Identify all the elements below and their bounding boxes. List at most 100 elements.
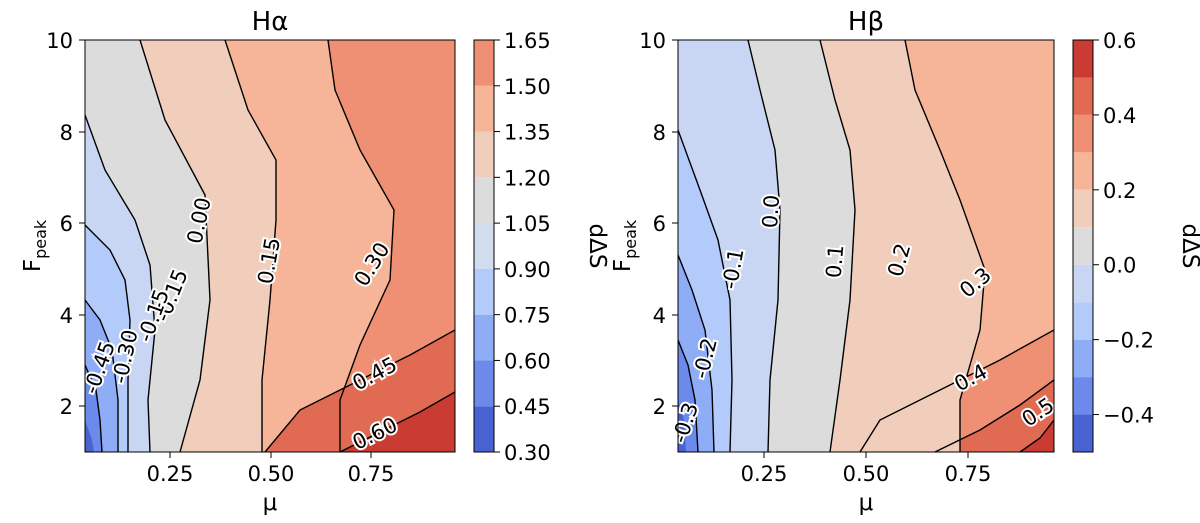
hbeta-colorbar-frame: [1072, 39, 1094, 453]
halpha-x-axis-label: μ: [263, 490, 278, 516]
hbeta-fill-0.0-0.1: [748, 40, 855, 452]
halpha-contour-line: [139, 40, 211, 452]
colorbar-band: [474, 406, 494, 452]
colorbar-band: [474, 268, 494, 315]
halpha-contour-line: [85, 299, 119, 452]
hbeta-y-axis-label-sub: peak: [621, 219, 640, 259]
colorbar-band: [1073, 152, 1093, 190]
hbeta-fill-0.4-0.5: [935, 380, 1054, 452]
colorbar-tick-label: 0.6: [1103, 29, 1136, 53]
colorbar-tick-label: 0.30: [504, 441, 551, 465]
panel-hbeta-y-axis: 10 8 6 4 2 Fpeak: [610, 29, 678, 419]
hbeta-contour-line: [1019, 419, 1054, 452]
hbeta-contour-label: 0.0: [758, 194, 784, 229]
halpha-colorbar-ticks: 0.30 0.45 0.60 0.75 0.90 1.05 1.20 1.35 1.50 1.65: [494, 29, 551, 465]
hbeta-contour-label: -0.1: [718, 247, 749, 292]
colorbar-band: [474, 40, 494, 86]
colorbar-tick-label: 0.2: [1103, 179, 1136, 203]
hbeta-fill-0.5-0.6: [1020, 420, 1054, 452]
colorbar-band: [1073, 264, 1093, 303]
halpha-x-tick-label: 0.75: [348, 462, 395, 486]
colorbar-tick-label: 1.35: [504, 121, 551, 145]
hbeta-contour-line: [747, 40, 781, 452]
halpha-contour-line: [85, 114, 156, 452]
colorbar-band: [1073, 114, 1093, 153]
halpha-colorbar-bands: [474, 40, 494, 452]
hbeta-y-axis-label: Fpeak: [610, 219, 640, 272]
hbeta-contour-label: 0.1: [822, 244, 849, 279]
hbeta-contour-line: [678, 129, 733, 452]
panel-halpha: Hα -0.45 -0.30: [20, 7, 610, 516]
halpha-contour-line: [264, 329, 455, 452]
hbeta-fill-0.1-0.2: [820, 40, 985, 452]
hbeta-y-tick-label: 6: [653, 212, 666, 236]
colorbar-tick-label: 1.65: [504, 29, 551, 53]
colorbar-band: [1073, 339, 1093, 378]
hbeta-colorbar-label: dΔS: [1177, 224, 1200, 269]
colorbar-tick-label: 0.4: [1103, 104, 1136, 128]
colorbar-band: [1073, 189, 1093, 228]
hbeta-y-tick-label: 10: [639, 29, 666, 53]
hbeta-y-tick-label: 8: [653, 121, 666, 145]
hbeta-x-tick-label: 0.75: [945, 462, 992, 486]
colorbar-band: [474, 223, 494, 269]
colorbar-tick-label: −0.4: [1103, 404, 1154, 428]
colorbar-tick-label: 0.45: [504, 395, 551, 419]
hbeta-x-axis-label: μ: [859, 490, 874, 516]
hbeta-contour-line: [678, 339, 699, 452]
panel-hbeta-contour-fills: [678, 40, 1054, 452]
hbeta-fill-0.2-0.3: [905, 40, 1054, 452]
halpha-y-tick-label: 6: [60, 212, 73, 236]
colorbar-band: [474, 85, 494, 132]
colorbar-tick-label: 1.20: [504, 166, 551, 190]
halpha-colorbar-frame: [473, 39, 495, 453]
panel-halpha-axes-frame: [84, 39, 456, 453]
halpha-y-tick-label: 10: [46, 29, 73, 53]
colorbar-tick-label: 0.90: [504, 258, 551, 282]
halpha-colorbar-label: dΔS: [584, 224, 610, 269]
colorbar-tick-label: 0.75: [504, 304, 551, 328]
halpha-fill-0.30-0.45: [85, 420, 94, 452]
halpha-fill-0.45-0.60: [85, 365, 102, 452]
colorbar-band: [1073, 40, 1093, 78]
colorbar-band: [1073, 302, 1093, 340]
hbeta-y-tick-label: 4: [653, 304, 666, 328]
panel-hbeta-contour-lines: [678, 40, 1054, 452]
halpha-x-tick-label: 0.50: [248, 462, 295, 486]
panel-halpha-title: Hα: [252, 7, 289, 37]
hbeta-colorbar-bands: [1073, 40, 1093, 452]
hbeta-contour-line: [859, 329, 1054, 452]
hbeta-fill-neg-0.5-neg-0.4: [678, 400, 686, 452]
colorbar-band: [474, 177, 494, 224]
hbeta-y-tick-label: 2: [653, 395, 666, 419]
panel-hbeta-title: Hβ: [848, 7, 884, 37]
colorbar-band: [474, 131, 494, 178]
colorbar-band: [474, 314, 494, 361]
hbeta-x-tick-label: 0.50: [843, 462, 890, 486]
halpha-x-tick-label: 0.25: [147, 462, 194, 486]
panel-halpha-y-axis: 10 8 6 4 2 Fpeak: [20, 29, 85, 419]
colorbar-tick-label: 0.60: [504, 349, 551, 373]
halpha-y-tick-label: 2: [60, 395, 73, 419]
halpha-y-tick-label: 8: [60, 121, 73, 145]
colorbar-tick-label: 1.50: [504, 75, 551, 99]
panel-hbeta-x-axis: 0.25 0.50 0.75 μ: [741, 452, 992, 516]
colorbar-tick-label: −0.2: [1103, 329, 1154, 353]
halpha-fill-top: [340, 392, 455, 452]
colorbar-band: [474, 360, 494, 407]
colorbar-band: [1073, 414, 1093, 452]
hbeta-contour-line: [678, 254, 715, 452]
halpha-contour-line: [85, 364, 103, 452]
halpha-contour-line: [327, 40, 395, 452]
colorbar-band: [1073, 377, 1093, 415]
halpha-contour-line: [339, 391, 455, 452]
hbeta-contour-line: [904, 40, 986, 452]
colorbar-tick-label: 1.05: [504, 212, 551, 236]
hbeta-x-tick-label: 0.25: [741, 462, 788, 486]
halpha-y-axis-label: Fpeak: [20, 219, 50, 272]
panel-halpha-contour-lines: [85, 40, 455, 452]
halpha-y-axis-label-main: F: [20, 259, 46, 272]
panel-hbeta-colorbar: −0.4 −0.2 0.0 0.2 0.4 0.6 dΔS: [1072, 29, 1200, 453]
colorbar-band: [1073, 77, 1093, 115]
